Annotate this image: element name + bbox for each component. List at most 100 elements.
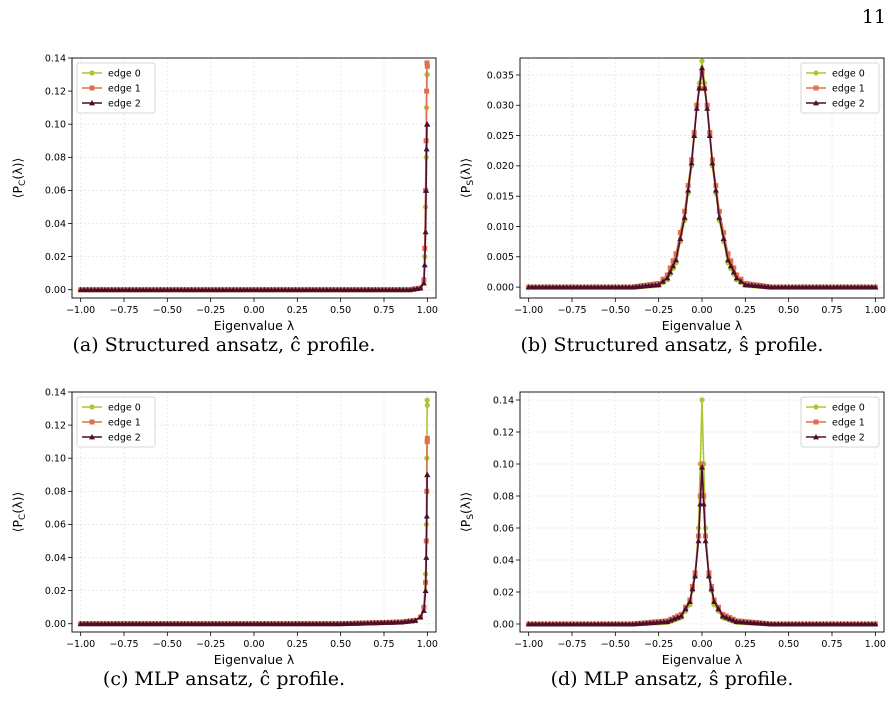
data-point <box>704 105 711 111</box>
x-tick-label: 0.00 <box>243 305 264 316</box>
x-tick-label: 0.75 <box>373 305 394 316</box>
y-tick-label: 0.035 <box>487 70 514 81</box>
x-tick-label: 1.00 <box>417 305 438 316</box>
data-point <box>412 617 419 623</box>
data-point <box>685 187 692 193</box>
data-point <box>699 64 705 71</box>
legend-label: edge 0 <box>108 403 141 414</box>
x-tick-label: 0.75 <box>821 305 842 316</box>
data-point <box>664 272 670 278</box>
data-point <box>423 513 430 519</box>
legend-marker <box>89 70 95 76</box>
legend-label: edge 2 <box>832 99 865 110</box>
legend-box <box>800 396 880 448</box>
legend: edge 0 edge 1 edge 2 <box>800 62 880 114</box>
data-point <box>701 85 708 91</box>
legend-label: edge 1 <box>832 84 865 95</box>
data-point <box>686 598 693 604</box>
y-tick-label: 0.02 <box>493 587 514 598</box>
data-point <box>689 585 696 592</box>
y-tick-label: 0.08 <box>493 491 514 502</box>
data-point <box>422 228 429 235</box>
figure-panel-b: −1.00 −0.75 −0.50 −0.25 0.00 0.25 0.50 0.75 1.00… <box>448 48 896 380</box>
x-tick-label: −0.25 <box>644 639 673 650</box>
data-point <box>417 614 424 620</box>
y-tick-label: 0.00 <box>493 619 514 630</box>
data-point <box>424 402 430 408</box>
legend-label: edge 2 <box>108 433 141 444</box>
legend-marker <box>89 434 95 440</box>
legend-marker <box>89 85 95 91</box>
data-point <box>420 607 427 613</box>
legend-marker <box>813 70 819 76</box>
x-tick-label: 0.25 <box>735 639 756 650</box>
y-tick-label: 0.010 <box>487 222 514 233</box>
data-point <box>728 258 734 264</box>
x-tick-label: 0.50 <box>330 639 351 650</box>
data-point <box>423 554 430 560</box>
x-tick-label: −1.00 <box>66 639 95 650</box>
data-point <box>424 471 431 478</box>
x-axis-label: Eigenvalue λ <box>214 318 295 333</box>
y-axis-label: ⟨PS(λ)⟩ <box>458 492 476 532</box>
x-tick-label: −1.00 <box>514 305 543 316</box>
x-tick-label: 1.00 <box>865 639 886 650</box>
data-point <box>700 501 707 507</box>
x-tick-label: 0.00 <box>691 305 712 316</box>
data-point <box>673 256 679 263</box>
x-axis-label: Eigenvalue λ <box>214 652 295 667</box>
x-tick-label: 0.75 <box>821 639 842 650</box>
figure-panel-c: −1.00 −0.75 −0.50 −0.25 0.00 0.25 0.50 0.75 1.00… <box>0 382 448 714</box>
data-point <box>695 537 702 544</box>
y-tick-label: 0.005 <box>487 252 514 263</box>
data-point <box>705 573 712 579</box>
y-tick-label: 0.12 <box>45 86 66 97</box>
x-tick-label: −0.25 <box>196 305 225 316</box>
x-tick-label: 0.25 <box>287 639 308 650</box>
x-tick-label: −0.50 <box>153 639 182 650</box>
data-point <box>423 187 430 193</box>
data-point <box>715 605 722 612</box>
legend-label: edge 0 <box>108 69 141 80</box>
y-tick-label: 0.12 <box>45 420 66 431</box>
data-point <box>667 617 674 623</box>
y-tick-label: 0.08 <box>45 153 66 164</box>
data-point <box>733 275 740 281</box>
figure-panel-a: −1.00 −0.75 −0.50 −0.25 0.00 0.25 0.50 0.75 1.00… <box>0 48 448 380</box>
legend-label: edge 1 <box>108 84 141 95</box>
x-tick-label: −0.75 <box>557 639 586 650</box>
data-point <box>709 159 716 166</box>
data-point <box>730 617 737 623</box>
data-point <box>734 272 740 278</box>
x-tick-label: 0.50 <box>778 305 799 316</box>
data-point <box>421 261 428 268</box>
legend: edge 0 edge 1 edge 2 <box>800 396 880 448</box>
chart-b: −1.00 −0.75 −0.50 −0.25 0.00 0.25 0.50 0.75 1.00… <box>458 57 886 333</box>
data-point <box>424 63 430 69</box>
x-tick-label: 0.50 <box>778 639 799 650</box>
data-point <box>423 146 430 152</box>
data-point <box>664 275 671 281</box>
data-point <box>716 214 723 220</box>
x-tick-label: −1.00 <box>66 305 95 316</box>
data-point <box>872 284 879 290</box>
x-tick-label: 1.00 <box>417 639 438 650</box>
data-point <box>693 105 700 111</box>
x-tick-label: 0.75 <box>373 639 394 650</box>
x-tick-label: 0.50 <box>330 305 351 316</box>
y-axis-label: ⟨PC(λ)⟩ <box>10 158 28 199</box>
legend-marker <box>813 100 819 106</box>
legend-box <box>76 62 156 114</box>
y-tick-label: 0.10 <box>45 454 66 465</box>
y-tick-label: 0.10 <box>45 120 66 131</box>
y-axis-label: ⟨PS(λ)⟩ <box>458 158 476 198</box>
y-tick-label: 0.12 <box>493 427 514 438</box>
y-tick-label: 0.08 <box>45 487 66 498</box>
x-tick-label: −0.75 <box>109 639 138 650</box>
x-tick-label: −0.50 <box>153 305 182 316</box>
data-point <box>424 435 430 441</box>
y-tick-label: 0.06 <box>493 523 514 534</box>
y-tick-label: 0.04 <box>45 219 66 230</box>
legend-box <box>76 396 156 448</box>
y-tick-label: 0.10 <box>493 459 514 470</box>
